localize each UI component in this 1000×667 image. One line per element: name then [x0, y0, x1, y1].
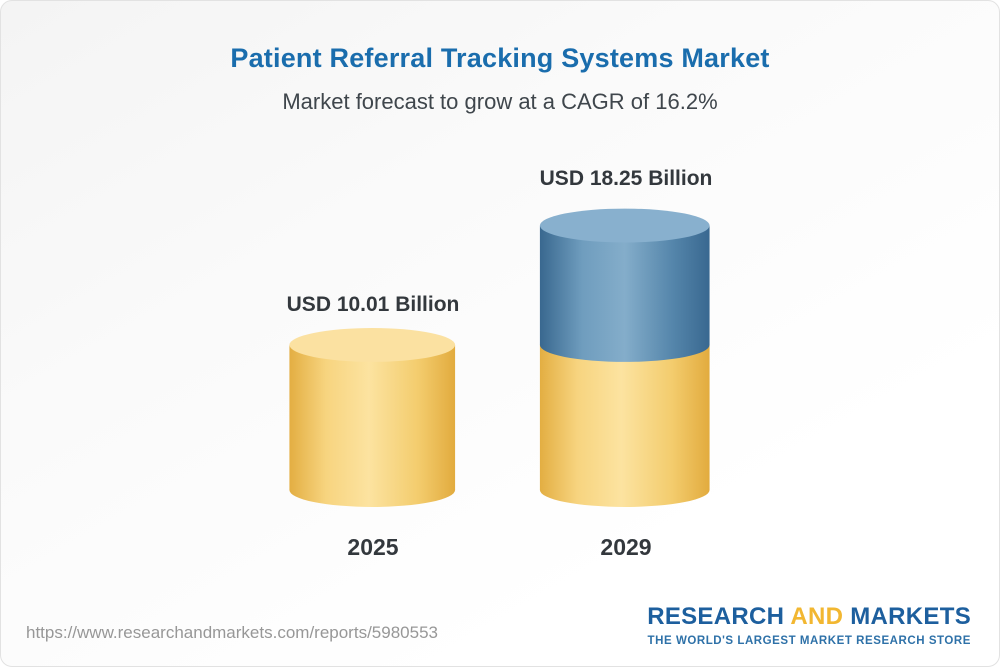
research-and-markets-logo: RESEARCH AND MARKETS THE WORLD'S LARGEST… [647, 603, 971, 647]
page-subtitle: Market forecast to grow at a CAGR of 16.… [282, 89, 718, 114]
report-url: https://www.researchandmarkets.com/repor… [26, 623, 438, 642]
value-label-2025: USD 10.01 Billion [286, 293, 460, 316]
logo-word-markets: MARKETS [850, 603, 971, 630]
page-title: Patient Referral Tracking Systems Market [230, 43, 770, 73]
logo-wordmark: RESEARCH AND MARKETS [647, 603, 971, 631]
logo-word-and: AND [790, 603, 844, 630]
logo-tagline: THE WORLD'S LARGEST MARKET RESEARCH STOR… [647, 635, 971, 647]
cylinder-2029 [539, 208, 710, 507]
value-label-2029: USD 18.25 Billion [539, 167, 713, 190]
cylinder-2025 [289, 327, 456, 507]
category-label-2029: 2029 [600, 534, 652, 560]
logo-word-research: RESEARCH [647, 603, 785, 630]
category-label-2025: 2025 [347, 534, 399, 560]
